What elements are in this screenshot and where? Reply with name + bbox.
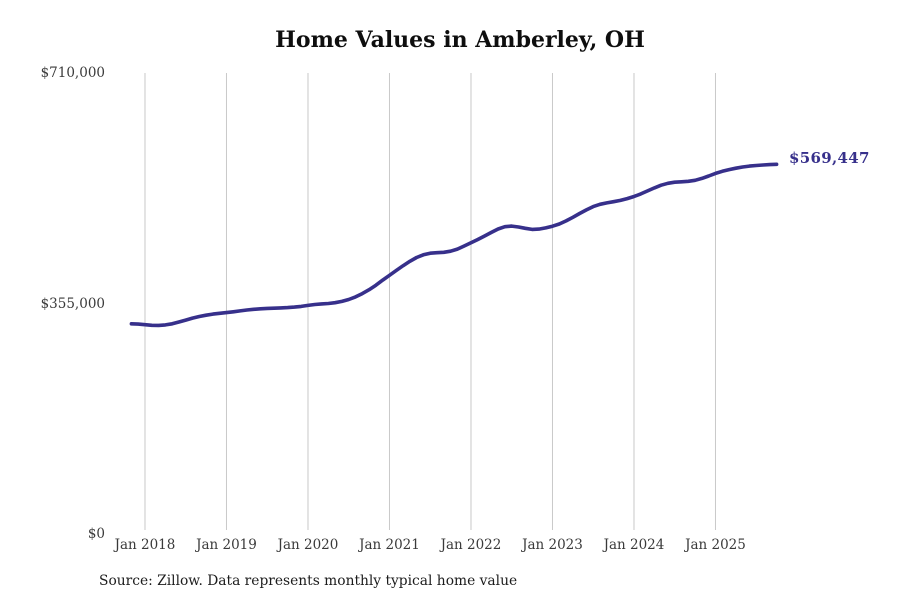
chart-title: Home Values in Amberley, OH [275,27,645,53]
x-tick-label: Jan 2023 [522,537,583,553]
home-value-line [129,162,779,328]
x-tick-label: Jan 2020 [277,537,339,553]
x-tick-label: Jan 2024 [603,537,665,553]
x-tick-label: Jan 2018 [114,537,176,553]
x-tick-label: Jan 2025 [685,537,746,553]
y-tick-label: $0 [87,526,105,542]
y-tick-label: $710,000 [40,65,105,81]
x-tick-label: Jan 2022 [440,537,502,553]
current-value-label: $569,447 [789,149,870,167]
y-tick-label: $355,000 [40,295,105,312]
source-note: Source: Zillow. Data represents monthly … [99,573,518,589]
x-tick-label: Jan 2019 [196,537,257,553]
x-tick-label: Jan 2021 [359,537,420,553]
